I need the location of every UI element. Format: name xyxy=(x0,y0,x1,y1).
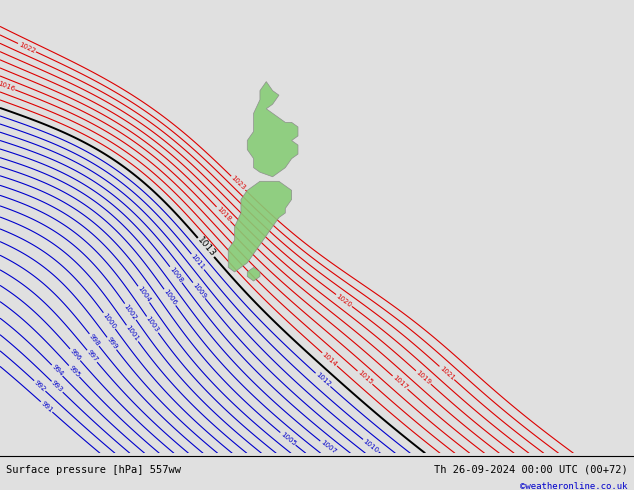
Text: 997: 997 xyxy=(86,349,99,363)
Text: 1011: 1011 xyxy=(190,253,205,270)
Text: 1000: 1000 xyxy=(101,312,117,330)
Text: 1016: 1016 xyxy=(0,80,15,92)
Text: Surface pressure [hPa] 557ww: Surface pressure [hPa] 557ww xyxy=(6,465,181,475)
Text: ©weatheronline.co.uk: ©weatheronline.co.uk xyxy=(520,482,628,490)
Text: 1021: 1021 xyxy=(438,365,455,381)
Text: 1007: 1007 xyxy=(319,440,337,455)
Text: 1019: 1019 xyxy=(415,369,432,386)
Text: 1023: 1023 xyxy=(230,175,247,192)
Text: 995: 995 xyxy=(67,364,81,378)
Text: 1013: 1013 xyxy=(195,236,217,259)
Polygon shape xyxy=(247,81,298,177)
Text: 1005: 1005 xyxy=(279,431,297,447)
Text: 1014: 1014 xyxy=(321,351,339,368)
Text: 998: 998 xyxy=(87,333,101,347)
Text: 1010: 1010 xyxy=(362,438,380,454)
Text: 993: 993 xyxy=(50,380,64,393)
Text: 1008: 1008 xyxy=(168,266,184,284)
Text: 1006: 1006 xyxy=(162,288,178,306)
Text: 1017: 1017 xyxy=(391,374,409,391)
Text: 996: 996 xyxy=(68,348,82,362)
Polygon shape xyxy=(228,181,292,272)
Text: Th 26-09-2024 00:00 UTC (00+72): Th 26-09-2024 00:00 UTC (00+72) xyxy=(434,465,628,475)
Polygon shape xyxy=(247,268,260,281)
Text: 1009: 1009 xyxy=(191,282,207,299)
Text: 992: 992 xyxy=(33,379,47,392)
Text: 1020: 1020 xyxy=(335,293,353,308)
Text: 1012: 1012 xyxy=(314,371,332,388)
Text: 999: 999 xyxy=(105,336,119,351)
Text: 1004: 1004 xyxy=(136,285,152,303)
Text: 1015: 1015 xyxy=(356,369,373,386)
Text: 1022: 1022 xyxy=(18,41,36,54)
Text: 1018: 1018 xyxy=(215,206,232,223)
Text: 1003: 1003 xyxy=(145,316,160,334)
Text: 991: 991 xyxy=(39,400,54,414)
Text: 1002: 1002 xyxy=(123,303,138,321)
Text: 1001: 1001 xyxy=(125,324,140,343)
Text: 994: 994 xyxy=(50,364,64,377)
